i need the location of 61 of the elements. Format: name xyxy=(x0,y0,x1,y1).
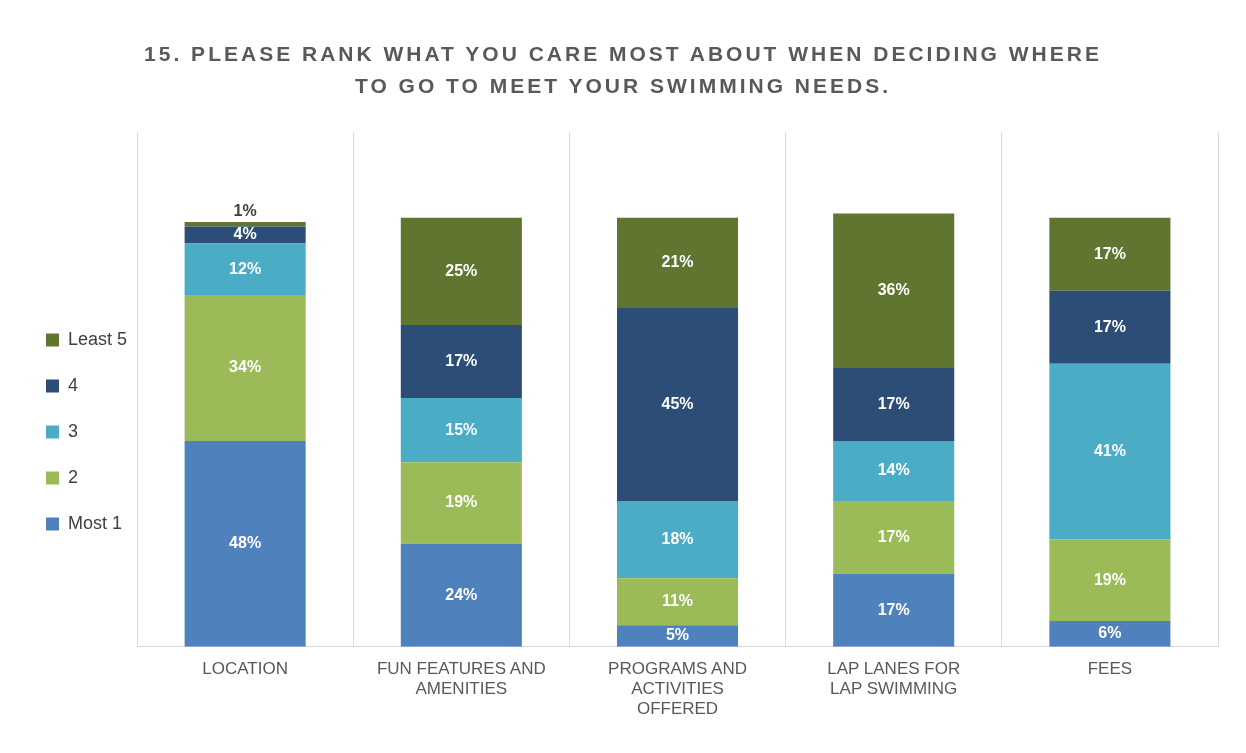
bar xyxy=(616,578,739,626)
bar xyxy=(184,222,306,227)
bar xyxy=(616,625,739,647)
bar xyxy=(616,500,739,579)
data-label: 34% xyxy=(229,358,262,376)
data-label: 17% xyxy=(877,600,910,618)
data-label: 17% xyxy=(1093,317,1126,335)
bar xyxy=(616,307,739,501)
legend-label: Least 5 xyxy=(68,328,128,349)
data-label: 17% xyxy=(445,351,478,369)
legend-label: Most 1 xyxy=(68,512,123,533)
bar xyxy=(400,325,522,398)
bar xyxy=(400,543,522,647)
data-label: 15% xyxy=(445,420,478,438)
bar xyxy=(1049,621,1171,647)
data-label: 48% xyxy=(229,534,262,552)
bar xyxy=(833,500,955,574)
bar xyxy=(400,397,522,463)
x-tick-label: FEES xyxy=(1087,658,1133,678)
data-label: 25% xyxy=(445,261,478,279)
legend-label: 2 xyxy=(68,466,79,487)
data-label: 19% xyxy=(445,493,478,511)
data-label: 17% xyxy=(1093,244,1126,262)
bar xyxy=(184,295,306,441)
bar xyxy=(184,440,306,647)
data-label: 17% xyxy=(877,527,910,545)
bar xyxy=(1049,217,1171,291)
legend-label: 4 xyxy=(68,374,79,395)
bar xyxy=(1049,290,1171,364)
data-label: 11% xyxy=(661,592,694,610)
data-label: 17% xyxy=(877,394,910,412)
data-label: 12% xyxy=(229,259,262,277)
bar xyxy=(184,226,306,244)
data-label: 6% xyxy=(1098,624,1122,642)
data-label: 36% xyxy=(877,281,910,299)
x-tick-label: PROGRAMS AND ACTIVITIES OFFERED xyxy=(608,658,747,719)
bar xyxy=(184,243,306,296)
data-label: 21% xyxy=(661,253,694,271)
bar xyxy=(833,440,955,501)
bar xyxy=(400,217,522,326)
data-label: 18% xyxy=(661,529,694,547)
data-label: 41% xyxy=(1093,442,1126,460)
chart-title: 15. PLEASE RANK WHAT YOU CARE MOST ABOUT WHEN DECIDING WHERE TO GO TO MEET YOUR SWIMMING NEEDS. xyxy=(143,41,1103,99)
data-label: 24% xyxy=(445,585,478,603)
data-label: 1% xyxy=(233,202,257,220)
bar xyxy=(400,462,522,544)
bar xyxy=(616,217,739,308)
bar xyxy=(1049,539,1171,622)
data-label: 19% xyxy=(1093,570,1126,588)
legend-label: 3 xyxy=(68,420,79,441)
x-tick-label: LOCATION xyxy=(202,658,288,678)
data-label: 4% xyxy=(233,225,257,243)
bar xyxy=(833,573,955,647)
bar xyxy=(1049,363,1171,540)
data-label: 5% xyxy=(665,626,690,644)
data-label: 45% xyxy=(661,394,694,412)
bar xyxy=(833,213,955,368)
x-tick-label: LAP LANES FOR LAP SWIMMING xyxy=(827,658,961,699)
data-label: 14% xyxy=(877,461,910,479)
x-tick-label: FUN FEATURES AND AMENITIES xyxy=(376,658,546,699)
bar xyxy=(833,367,955,441)
